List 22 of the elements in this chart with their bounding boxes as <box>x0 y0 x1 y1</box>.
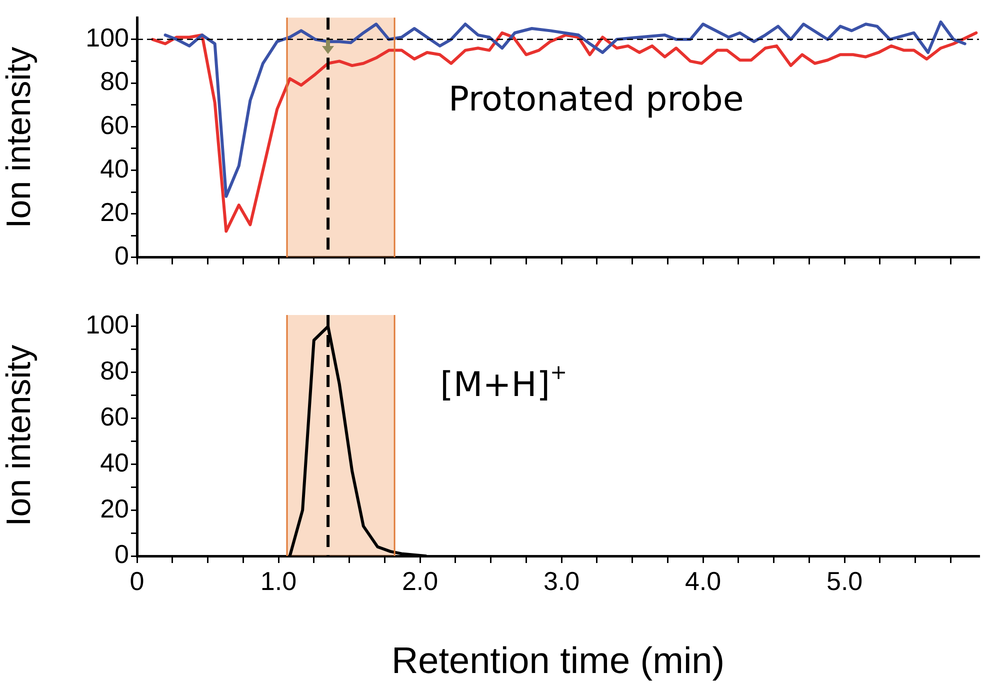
y-tick-label: 60 <box>100 401 129 432</box>
y-tick-label: 20 <box>100 493 129 524</box>
y-tick-label: 0 <box>114 240 129 271</box>
y-tick-label: 100 <box>86 22 129 53</box>
x-tick-label: 5.0 <box>826 566 863 596</box>
x-tick-label: 1.0 <box>260 566 297 596</box>
y-tick-label: 80 <box>100 356 129 386</box>
x-tick-label: 2.0 <box>402 566 438 596</box>
y-tick-label: 20 <box>100 196 129 227</box>
y-tick-label: 60 <box>100 110 129 140</box>
x-axis-title: Retention time (min) <box>391 640 725 682</box>
y-tick-label: 40 <box>100 153 129 184</box>
y-tick-label: 40 <box>100 447 129 478</box>
annotation: Protonated probe <box>448 79 744 120</box>
x-tick-label: 4.0 <box>684 566 722 596</box>
x-tick-label: 3.0 <box>543 566 580 596</box>
y-tick-label: 100 <box>86 310 129 340</box>
y-tick-label: 0 <box>114 539 129 570</box>
y-axis-title: Ion intensity <box>0 344 38 526</box>
annotation: [M+H]+ <box>440 360 568 406</box>
y-tick-label: 80 <box>100 66 129 96</box>
y-axis-title: Ion intensity <box>0 46 38 228</box>
